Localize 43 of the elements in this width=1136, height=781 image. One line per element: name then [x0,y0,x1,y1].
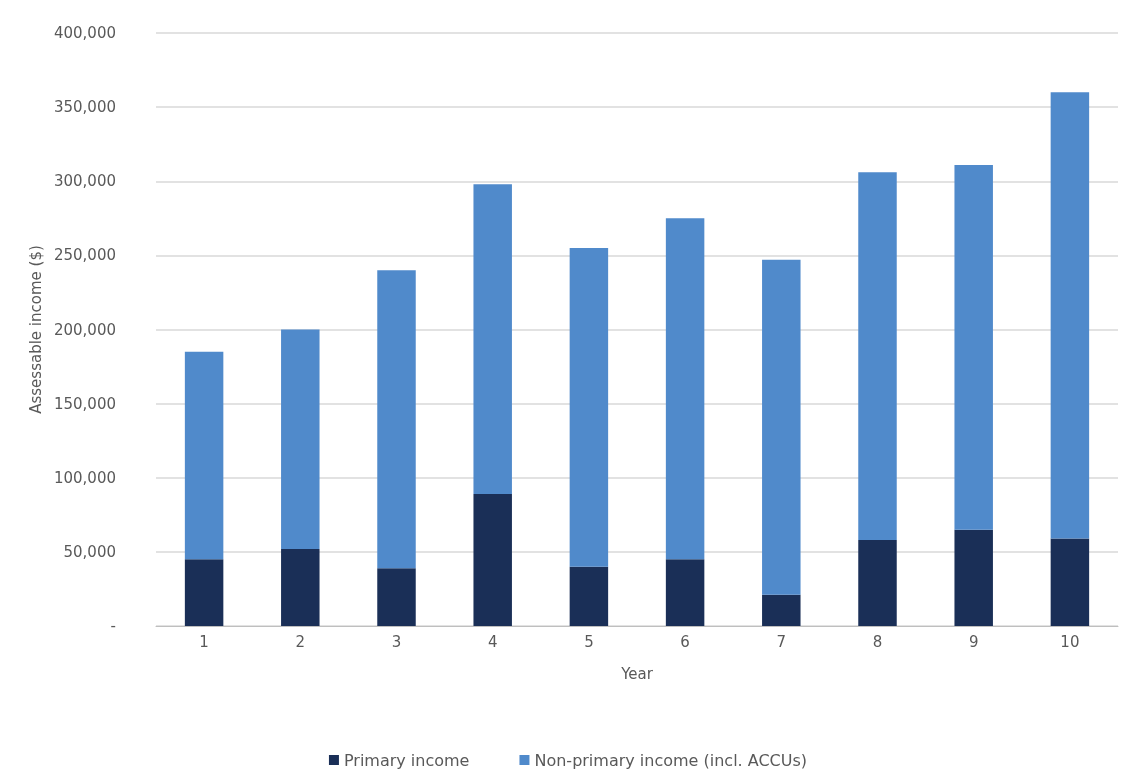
bar [473,184,512,495]
y-tick-label: 150,000 [53,394,116,413]
bar [184,351,224,560]
x-tick-label: 2 [295,632,306,651]
bar [1050,538,1090,626]
bar [184,559,224,626]
bar [665,218,705,560]
bar [954,164,993,530]
x-tick-label: 9 [968,632,979,651]
y-axis-title: Assessable income ($) [26,245,45,414]
bar [858,540,897,626]
y-tick-label: 350,000 [53,98,116,117]
x-tick-label: 10 [1060,632,1080,651]
bar [281,548,320,626]
bar [281,329,320,549]
y-tick-label: 250,000 [53,246,116,265]
bar [569,247,609,567]
bar [473,494,512,626]
legend-label: Primary income [343,750,470,770]
bar [762,594,801,626]
x-tick-label: 8 [872,632,883,651]
x-tick-label: 4 [487,632,498,651]
bar [858,172,897,541]
y-tick-label: 200,000 [53,320,116,339]
x-tick-label: 1 [199,632,209,651]
bar [1050,92,1090,539]
y-tick-label: 400,000 [53,24,116,42]
y-tick-label: - [110,617,116,635]
bar [377,270,416,569]
x-axis-title: Year [620,664,654,683]
y-tick-label: 300,000 [53,172,116,191]
x-tick-label: 6 [680,632,690,651]
bar [762,259,801,595]
bar [377,568,416,626]
x-tick-label: 3 [391,632,402,651]
bar [665,559,705,626]
bar [954,529,993,626]
x-tick-label: 5 [584,632,594,651]
bar [569,566,609,626]
y-tick-label: 100,000 [53,468,116,487]
y-tick-label: 50,000 [63,542,116,561]
x-tick-label: 7 [776,632,787,651]
legend-label: Non-primary income (incl. ACCUs) [534,750,808,770]
